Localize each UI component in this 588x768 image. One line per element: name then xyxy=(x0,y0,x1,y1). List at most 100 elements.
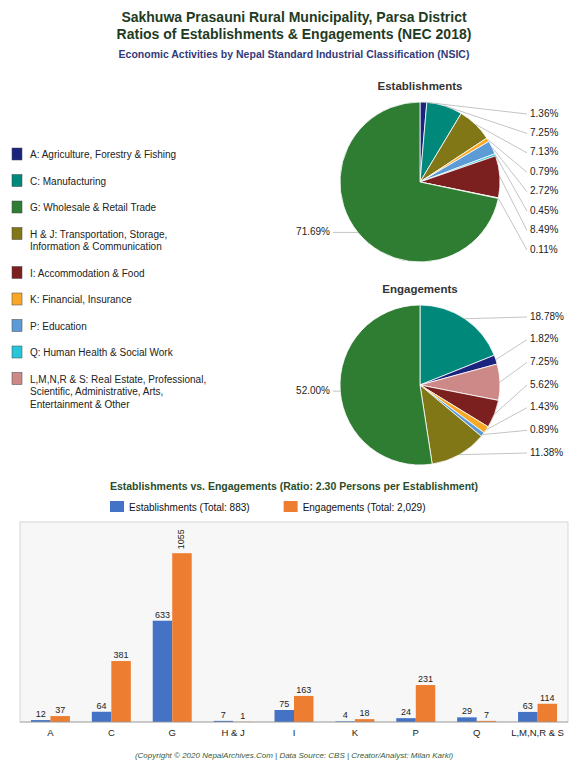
bar xyxy=(518,712,537,722)
text-line: C: Manufacturing xyxy=(30,176,106,187)
text-line: Entertainment & Other xyxy=(30,399,130,410)
data-label: 7 xyxy=(484,710,489,720)
data-label: 2.72% xyxy=(530,185,558,196)
bar xyxy=(416,685,435,722)
text-line: Q: Human Health & Social Work xyxy=(30,347,174,358)
x-tick-label: H & J xyxy=(221,727,244,738)
chart-subtitle: Economic Activities by Nepal Standard In… xyxy=(119,48,470,60)
plot-frame xyxy=(20,522,568,722)
data-label: 633 xyxy=(155,610,170,620)
pie-slice xyxy=(340,305,432,465)
legend-swatch xyxy=(12,373,22,385)
data-label: 7 xyxy=(221,710,226,720)
pie: Engagements18.78%1.82%7.25%5.62%1.43%0.8… xyxy=(296,283,564,465)
bar xyxy=(50,716,69,722)
legend: A: Agriculture, Forestry & Fishing C: Man… xyxy=(12,148,206,410)
bar xyxy=(457,717,476,722)
text-line: G: Wholesale & Retail Trade xyxy=(30,202,157,213)
bar xyxy=(111,661,130,722)
legend-swatch xyxy=(12,320,22,332)
data-label: 7.25% xyxy=(530,356,558,367)
data-label: 7.13% xyxy=(530,146,558,157)
leader-line xyxy=(500,177,527,231)
text-line: A: Agriculture, Forestry & Fishing xyxy=(30,149,176,160)
data-label: 114 xyxy=(540,693,554,703)
data-label: 0.45% xyxy=(530,205,558,216)
leader-line xyxy=(483,430,527,434)
legend-label: L,M,N,R & S: Real Estate, Professional,S… xyxy=(30,374,206,410)
data-label: 1 xyxy=(240,711,245,721)
data-label: 1.43% xyxy=(530,401,558,412)
x-tick-label: K xyxy=(352,727,359,738)
x-tick-label: L,M,N,R & S xyxy=(511,727,564,738)
data-label: 12 xyxy=(36,709,46,719)
bar-title: Establishments vs. Engagements (Ratio: 2… xyxy=(110,480,478,492)
text-line: L,M,N,R & S: Real Estate, Professional, xyxy=(30,374,206,385)
legend-label: C: Manufacturing xyxy=(30,176,106,187)
data-label: 52.00% xyxy=(296,385,330,396)
legend-swatch xyxy=(12,175,22,187)
leader-line xyxy=(495,155,527,211)
data-labels: 126463377542429633738110551163182317114 xyxy=(36,529,555,721)
data-label: 75 xyxy=(279,699,289,709)
x-tick-label: Q xyxy=(473,727,480,738)
x-tick-label: C xyxy=(108,727,115,738)
bar xyxy=(92,712,111,722)
legend-swatch xyxy=(12,148,22,160)
data-label: 63 xyxy=(523,701,533,711)
legend-label: G: Wholesale & Retail Trade xyxy=(30,202,157,213)
leader-line xyxy=(475,124,527,153)
data-label: 163 xyxy=(296,685,311,695)
legend-swatch xyxy=(12,228,22,240)
bar xyxy=(275,710,294,722)
data-label: 0.79% xyxy=(530,166,558,177)
bar xyxy=(538,704,557,722)
x-axis-line xyxy=(20,722,568,723)
legend-label: I: Accommodation & Food xyxy=(30,268,145,279)
data-label: 1055 xyxy=(176,529,186,549)
data-label: 24 xyxy=(401,707,411,717)
data-label: 18.78% xyxy=(530,311,564,322)
legend-label: K: Financial, Insurance xyxy=(30,294,132,305)
x-tick-label: I xyxy=(293,727,296,738)
legend-label: P: Education xyxy=(30,321,87,332)
footer: (Copyright © 2020 NepalArchives.Com | Da… xyxy=(135,751,454,760)
text-line: Information & Communication xyxy=(30,241,162,252)
bar xyxy=(396,718,415,722)
data-label: 0.89% xyxy=(530,424,558,435)
data-label: 8.49% xyxy=(530,224,558,235)
data-label: 1.82% xyxy=(530,333,558,344)
pie-slice xyxy=(340,102,498,262)
leader-line xyxy=(495,385,527,414)
data-label: 381 xyxy=(114,650,129,660)
text-line: P: Education xyxy=(30,321,87,332)
text-line: I: Accommodation & Food xyxy=(30,268,145,279)
bar xyxy=(294,696,313,722)
leader-line xyxy=(500,362,527,382)
data-label: 64 xyxy=(97,701,107,711)
data-label: 4 xyxy=(343,710,348,720)
leader-line xyxy=(465,317,527,319)
bar xyxy=(172,553,191,722)
legend-swatch xyxy=(12,201,22,213)
bar xyxy=(355,719,374,722)
legend-label: Establishments (Total: 883) xyxy=(129,502,250,513)
data-label: 1.36% xyxy=(530,108,558,119)
bar xyxy=(153,621,172,722)
legend-swatch xyxy=(110,501,124,512)
data-label: 7.25% xyxy=(530,127,558,138)
data-label: 231 xyxy=(418,674,433,684)
data-label: 37 xyxy=(55,705,65,715)
data-label: 0.11% xyxy=(530,244,558,255)
pie: Establishments1.36%7.25%7.13%0.79%2.72%0… xyxy=(296,80,558,262)
legend-label: H & J: Transportation, Storage,Informati… xyxy=(30,229,167,253)
leader-line xyxy=(492,147,527,191)
x-tick-label: G xyxy=(169,727,176,738)
bars xyxy=(31,553,557,722)
data-label: 5.62% xyxy=(530,379,558,390)
leader-line xyxy=(423,102,527,114)
x-tick-label: P xyxy=(413,727,419,738)
legend-label: Engagements (Total: 2,029) xyxy=(303,502,426,513)
text-line: Scientific, Administrative, Arts, xyxy=(30,386,163,397)
legend: Establishments (Total: 883) Engagements (… xyxy=(110,501,425,513)
